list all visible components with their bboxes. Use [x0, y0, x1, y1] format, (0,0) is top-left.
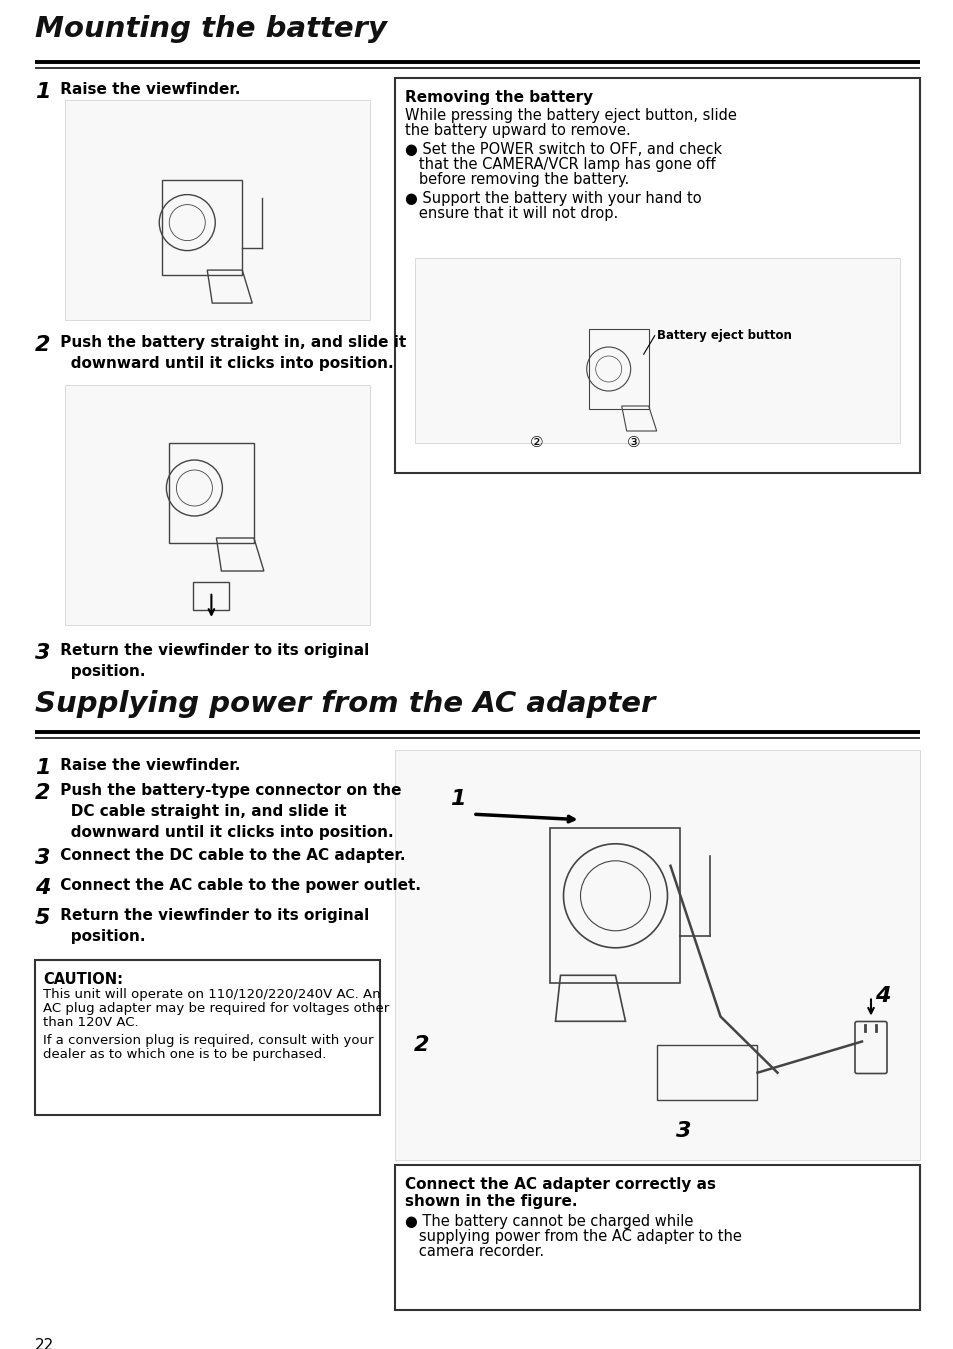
- Text: dealer as to which one is to be purchased.: dealer as to which one is to be purchase…: [43, 1048, 326, 1062]
- Text: ensure that it will not drop.: ensure that it will not drop.: [405, 206, 618, 221]
- Text: 5: 5: [35, 908, 51, 928]
- Text: Push the battery straight in, and slide it
   downward until it clicks into posi: Push the battery straight in, and slide …: [55, 335, 406, 371]
- Text: AC plug adapter may be required for voltages other: AC plug adapter may be required for volt…: [43, 1002, 389, 1014]
- Text: CAUTION:: CAUTION:: [43, 973, 123, 987]
- Text: ● The battery cannot be charged while: ● The battery cannot be charged while: [405, 1214, 693, 1229]
- Text: Push the battery-type connector on the
   DC cable straight in, and slide it
   : Push the battery-type connector on the D…: [55, 782, 401, 840]
- Text: 1: 1: [450, 789, 465, 809]
- Text: shown in the figure.: shown in the figure.: [405, 1194, 577, 1209]
- Text: 2: 2: [35, 335, 51, 355]
- Text: Raise the viewfinder.: Raise the viewfinder.: [55, 758, 240, 773]
- Text: ● Support the battery with your hand to: ● Support the battery with your hand to: [405, 192, 700, 206]
- Text: 3: 3: [676, 1121, 691, 1141]
- Bar: [193, 581, 229, 610]
- Text: Connect the AC cable to the power outlet.: Connect the AC cable to the power outlet…: [55, 878, 420, 893]
- FancyBboxPatch shape: [415, 258, 899, 442]
- Text: 3: 3: [35, 643, 51, 662]
- FancyBboxPatch shape: [395, 1166, 919, 1310]
- Text: 4: 4: [875, 986, 890, 1006]
- Text: 4: 4: [35, 878, 51, 898]
- Text: 22: 22: [35, 1338, 54, 1349]
- FancyBboxPatch shape: [395, 750, 919, 1160]
- FancyBboxPatch shape: [65, 100, 370, 320]
- Text: Return the viewfinder to its original
   position.: Return the viewfinder to its original po…: [55, 908, 369, 944]
- Text: ②: ②: [529, 434, 542, 451]
- FancyBboxPatch shape: [395, 78, 919, 473]
- Text: Battery eject button: Battery eject button: [656, 329, 791, 343]
- Text: 3: 3: [35, 849, 51, 867]
- Text: ③: ③: [626, 434, 639, 451]
- FancyBboxPatch shape: [65, 384, 370, 625]
- Text: Raise the viewfinder.: Raise the viewfinder.: [55, 82, 240, 97]
- Bar: [169, 442, 253, 544]
- Text: supplying power from the AC adapter to the: supplying power from the AC adapter to t…: [405, 1229, 741, 1244]
- Text: Connect the AC adapter correctly as: Connect the AC adapter correctly as: [405, 1176, 716, 1193]
- Text: ● Set the POWER switch to OFF, and check: ● Set the POWER switch to OFF, and check: [405, 142, 721, 156]
- Text: 2: 2: [413, 1035, 429, 1055]
- Text: 2: 2: [35, 782, 51, 803]
- Text: that the CAMERA/VCR lamp has gone off: that the CAMERA/VCR lamp has gone off: [405, 156, 715, 173]
- Bar: [550, 828, 679, 983]
- Text: the battery upward to remove.: the battery upward to remove.: [405, 123, 630, 138]
- Text: camera recorder.: camera recorder.: [405, 1244, 543, 1259]
- Text: While pressing the battery eject button, slide: While pressing the battery eject button,…: [405, 108, 736, 123]
- Bar: [162, 181, 242, 275]
- Text: This unit will operate on 110/120/220/240V AC. An: This unit will operate on 110/120/220/24…: [43, 987, 380, 1001]
- Text: If a conversion plug is required, consult with your: If a conversion plug is required, consul…: [43, 1033, 374, 1047]
- Text: 1: 1: [35, 82, 51, 103]
- Text: Return the viewfinder to its original
   position.: Return the viewfinder to its original po…: [55, 643, 369, 679]
- Text: Supplying power from the AC adapter: Supplying power from the AC adapter: [35, 689, 655, 718]
- Text: 1: 1: [35, 758, 51, 778]
- Text: Mounting the battery: Mounting the battery: [35, 15, 387, 43]
- Text: Connect the DC cable to the AC adapter.: Connect the DC cable to the AC adapter.: [55, 849, 405, 863]
- Bar: [588, 329, 648, 409]
- Text: before removing the battery.: before removing the battery.: [405, 173, 629, 188]
- FancyBboxPatch shape: [35, 960, 379, 1116]
- Text: Removing the battery: Removing the battery: [405, 90, 593, 105]
- Text: than 120V AC.: than 120V AC.: [43, 1016, 138, 1029]
- Bar: [657, 1045, 757, 1101]
